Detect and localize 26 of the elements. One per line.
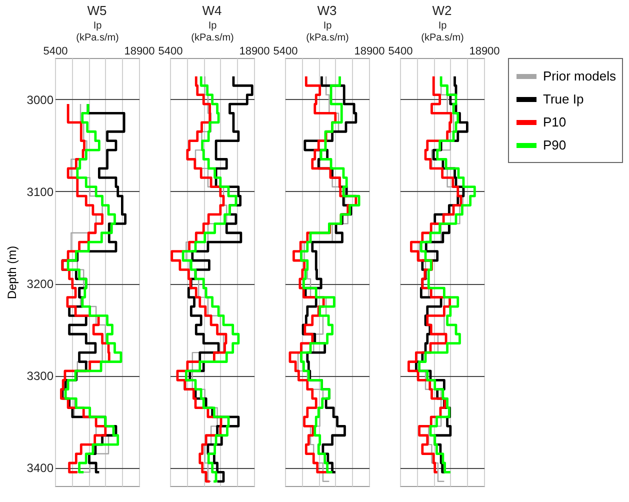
x-tick-label: 18900 [124,46,155,58]
x-axis-title: Ip (kPa.s/m) [191,20,234,44]
x-tick-label: 18900 [239,46,270,58]
y-tick-label: 3200 [26,277,54,292]
x-tick-label: 5400 [43,46,68,58]
x-axis-title: Ip (kPa.s/m) [421,20,464,44]
y-tick-label: 3400 [26,461,54,476]
x-tick-label: 5400 [388,46,413,58]
y-tick-label: 3100 [26,184,54,199]
chart-title: W3 [317,3,337,18]
legend-label: Prior models [543,68,616,84]
y-tick-label: 3000 [26,92,54,107]
y-axis-title: Depth (m) [4,246,19,300]
x-tick-label: 18900 [354,46,385,58]
x-tick-label: 5400 [158,46,183,58]
y-tick-label: 3300 [26,369,54,384]
x-axis-title: Ip (kPa.s/m) [76,20,119,44]
x-tick-label: 18900 [469,46,500,58]
legend-label: True Ip [543,92,584,106]
x-tick-label: 5400 [273,46,298,58]
chart-title: W5 [87,3,107,18]
x-axis-title: Ip (kPa.s/m) [306,20,349,44]
legend-label: P10 [543,114,566,130]
chart-title: W2 [432,3,452,18]
chart-title: W4 [202,3,222,18]
legend-label: P90 [543,138,566,152]
